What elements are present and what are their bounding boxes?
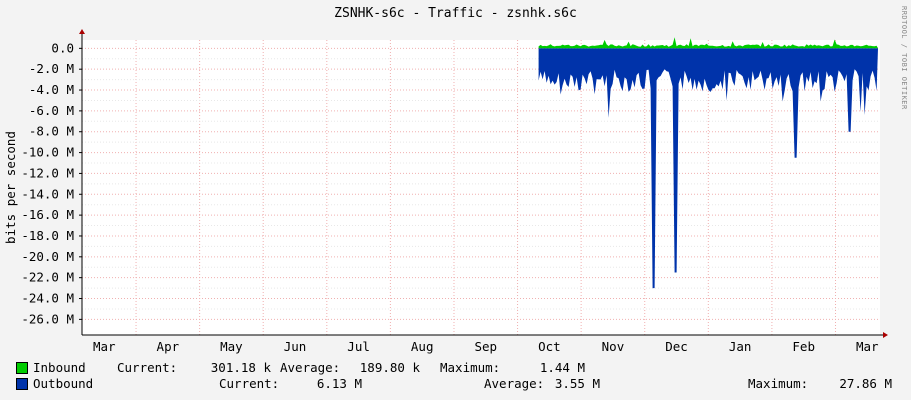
outbound-maximum-value: 27.86 M	[839, 376, 892, 391]
inbound-current-label: Current:	[117, 360, 178, 375]
y-tick-label: -10.0 M	[21, 145, 74, 160]
x-tick-label: Mar	[93, 339, 116, 354]
rrdtool-credit: RRDTOOL / TOBI OETIKER	[900, 6, 908, 110]
y-tick-label: -4.0 M	[29, 82, 74, 97]
x-tick-label: May	[220, 339, 243, 354]
y-tick-label: -2.0 M	[29, 61, 74, 76]
y-tick-label: -14.0 M	[21, 186, 74, 201]
y-tick-label: -24.0 M	[21, 291, 74, 306]
x-tick-label: Nov	[602, 339, 625, 354]
outbound-current-label: Current:	[219, 376, 280, 391]
y-tick-label: 0.0	[51, 40, 74, 55]
x-axis-arrow	[883, 332, 888, 338]
x-tick-label: Apr	[157, 339, 180, 354]
x-tick-label: Mar	[856, 339, 879, 354]
inbound-area	[538, 37, 878, 49]
inbound-average-label: Average:	[280, 360, 341, 375]
outbound-legend-name: Outbound	[33, 376, 94, 391]
y-tick-label: -22.0 M	[21, 270, 74, 285]
y-axis-label: bits per second	[3, 131, 18, 244]
outbound-average-value: 3.55 M	[554, 376, 600, 391]
x-tick-label: Aug	[411, 339, 434, 354]
y-tick-label: -6.0 M	[29, 103, 74, 118]
x-tick-label: Sep	[474, 339, 497, 354]
outbound-current-value: 6.13 M	[316, 376, 362, 391]
y-tick-label: -20.0 M	[21, 249, 74, 264]
outbound-maximum-label: Maximum:	[748, 376, 809, 391]
x-tick-label: Jul	[347, 339, 370, 354]
y-tick-label: -26.0 M	[21, 311, 74, 326]
plot-area	[82, 40, 880, 335]
inbound-maximum-label: Maximum:	[440, 360, 501, 375]
y-axis-arrow	[79, 29, 85, 34]
y-tick-label: -18.0 M	[21, 228, 74, 243]
chart-title: ZSNHK-s6c - Traffic - zsnhk.s6c	[334, 6, 577, 21]
x-tick-label: Feb	[792, 339, 815, 354]
y-tick-label: -12.0 M	[21, 165, 74, 180]
inbound-current-value: 301.18 k	[210, 360, 271, 375]
x-tick-label: Oct	[538, 339, 561, 354]
outbound-swatch	[16, 378, 28, 390]
x-tick-label: Jan	[729, 339, 752, 354]
y-tick-label: -8.0 M	[29, 124, 74, 139]
inbound-legend-name: Inbound	[33, 360, 86, 375]
inbound-swatch	[16, 362, 28, 374]
x-tick-label: Dec	[665, 339, 688, 354]
inbound-average-value: 189.80 k	[359, 360, 420, 375]
outbound-average-label: Average:	[484, 376, 545, 391]
outbound-area	[538, 48, 878, 289]
x-tick-label: Jun	[284, 339, 307, 354]
y-tick-label: -16.0 M	[21, 207, 74, 222]
inbound-maximum-value: 1.44 M	[539, 360, 585, 375]
